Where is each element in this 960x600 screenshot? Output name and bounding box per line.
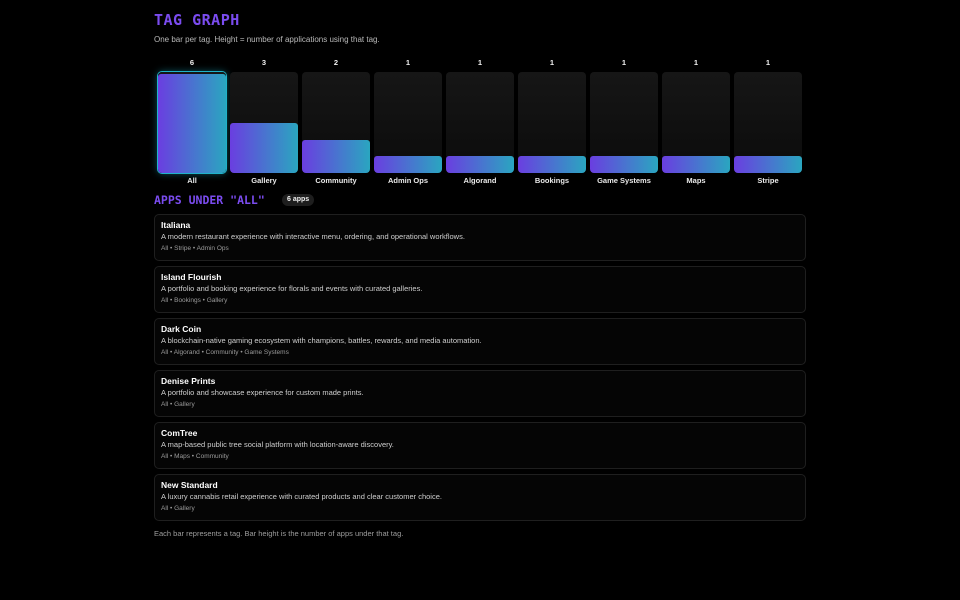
app-name: Denise Prints	[161, 376, 216, 386]
bar-category-label: All	[187, 176, 197, 185]
page-title: TAG GRAPH	[154, 11, 240, 29]
tag-bar-community[interactable]: 2 Community	[302, 58, 370, 187]
tag-bar-gallery[interactable]: 3 Gallery	[230, 58, 298, 187]
app-description: A blockchain-native gaming ecosystem wit…	[161, 336, 482, 345]
app-card[interactable]: New Standard A luxury cannabis retail exp…	[154, 474, 806, 521]
app-tags: All • Gallery	[161, 401, 195, 408]
tag-bar-admin-ops[interactable]: 1 Admin Ops	[374, 58, 442, 187]
bar-count-label: 1	[477, 58, 483, 67]
bar-category-label: Maps	[686, 176, 706, 185]
bar-category-label: Gallery	[251, 176, 277, 185]
app-card[interactable]: Dark Coin A blockchain-native gaming ecos…	[154, 318, 806, 365]
app-tags: All • Algorand • Community • Game System…	[161, 349, 289, 356]
section-header: APPS UNDER "ALL" 6 apps	[154, 192, 806, 208]
app-description: A luxury cannabis retail experience with…	[161, 492, 442, 501]
app-count-badge: 6 apps	[282, 194, 315, 206]
app-description: A modern restaurant experience with inte…	[161, 232, 465, 241]
tag-bar-game-systems[interactable]: 1 Game Systems	[590, 58, 658, 187]
bar-fill	[734, 156, 802, 173]
bar-track[interactable]	[590, 72, 658, 173]
bar-fill	[518, 156, 586, 173]
tag-graph-page: TAG GRAPH One bar per tag. Height = numb…	[154, 10, 806, 539]
bar-fill	[590, 156, 658, 173]
tag-bar-stripe[interactable]: 1 Stripe	[734, 58, 802, 187]
app-card[interactable]: ComTree A map-based public tree social pl…	[154, 422, 806, 469]
app-card[interactable]: Denise Prints A portfolio and showcase ex…	[154, 370, 806, 417]
bar-track[interactable]	[518, 72, 586, 173]
bar-track[interactable]	[158, 72, 226, 173]
bar-fill	[158, 74, 226, 173]
tag-bar-bookings[interactable]: 1 Bookings	[518, 58, 586, 187]
bar-track[interactable]	[662, 72, 730, 173]
bar-count-label: 6	[189, 58, 195, 67]
bar-count-label: 3	[261, 58, 267, 67]
bar-count-label: 1	[621, 58, 627, 67]
app-card[interactable]: Italiana A modern restaurant experience w…	[154, 214, 806, 261]
bar-track[interactable]	[374, 72, 442, 173]
app-name: Island Flourish	[161, 272, 222, 282]
bar-fill	[230, 123, 298, 173]
bar-count-label: 1	[765, 58, 771, 67]
bar-track[interactable]	[734, 72, 802, 173]
app-card[interactable]: Island Flourish A portfolio and booking e…	[154, 266, 806, 313]
bar-fill	[374, 156, 442, 173]
bar-count-label: 1	[693, 58, 699, 67]
bar-count-label: 2	[333, 58, 339, 67]
bar-fill	[662, 156, 730, 173]
app-name: New Standard	[161, 480, 218, 490]
bar-category-label: Algorand	[463, 176, 497, 185]
bar-count-label: 1	[549, 58, 555, 67]
bar-count-label: 1	[405, 58, 411, 67]
tag-bar-maps[interactable]: 1 Maps	[662, 58, 730, 187]
footer-note: Each bar represents a tag. Bar height is…	[154, 529, 404, 538]
bar-track[interactable]	[230, 72, 298, 173]
app-name: Dark Coin	[161, 324, 202, 334]
bar-category-label: Community	[315, 176, 357, 185]
bar-fill	[446, 156, 514, 173]
page-subtitle: One bar per tag. Height = number of appl…	[154, 35, 380, 44]
bar-fill	[302, 140, 370, 173]
tag-bar-all[interactable]: 6 All	[158, 58, 226, 187]
app-description: A portfolio and booking experience for f…	[161, 284, 423, 293]
app-name: ComTree	[161, 428, 198, 438]
bar-track[interactable]	[302, 72, 370, 173]
app-list: Italiana A modern restaurant experience w…	[154, 214, 806, 521]
app-tags: All • Bookings • Gallery	[161, 297, 228, 304]
app-name: Italiana	[161, 220, 191, 230]
app-tags: All • Stripe • Admin Ops	[161, 245, 229, 252]
bar-category-label: Bookings	[534, 176, 570, 185]
app-tags: All • Maps • Community	[161, 453, 229, 460]
section-title: APPS UNDER "ALL"	[154, 193, 265, 207]
app-tags: All • Gallery	[161, 505, 195, 512]
tag-bar-algorand[interactable]: 1 Algorand	[446, 58, 514, 187]
app-description: A map-based public tree social platform …	[161, 440, 394, 449]
bar-track[interactable]	[446, 72, 514, 173]
bar-category-label: Admin Ops	[387, 176, 428, 185]
tag-bar-graph: 6 All 3 Gallery 2 Community 1 Admin Ops 1 Algoran…	[154, 58, 806, 185]
bar-category-label: Game Systems	[597, 176, 651, 185]
bar-category-label: Stripe	[757, 176, 779, 185]
app-description: A portfolio and showcase experience for …	[161, 388, 364, 397]
